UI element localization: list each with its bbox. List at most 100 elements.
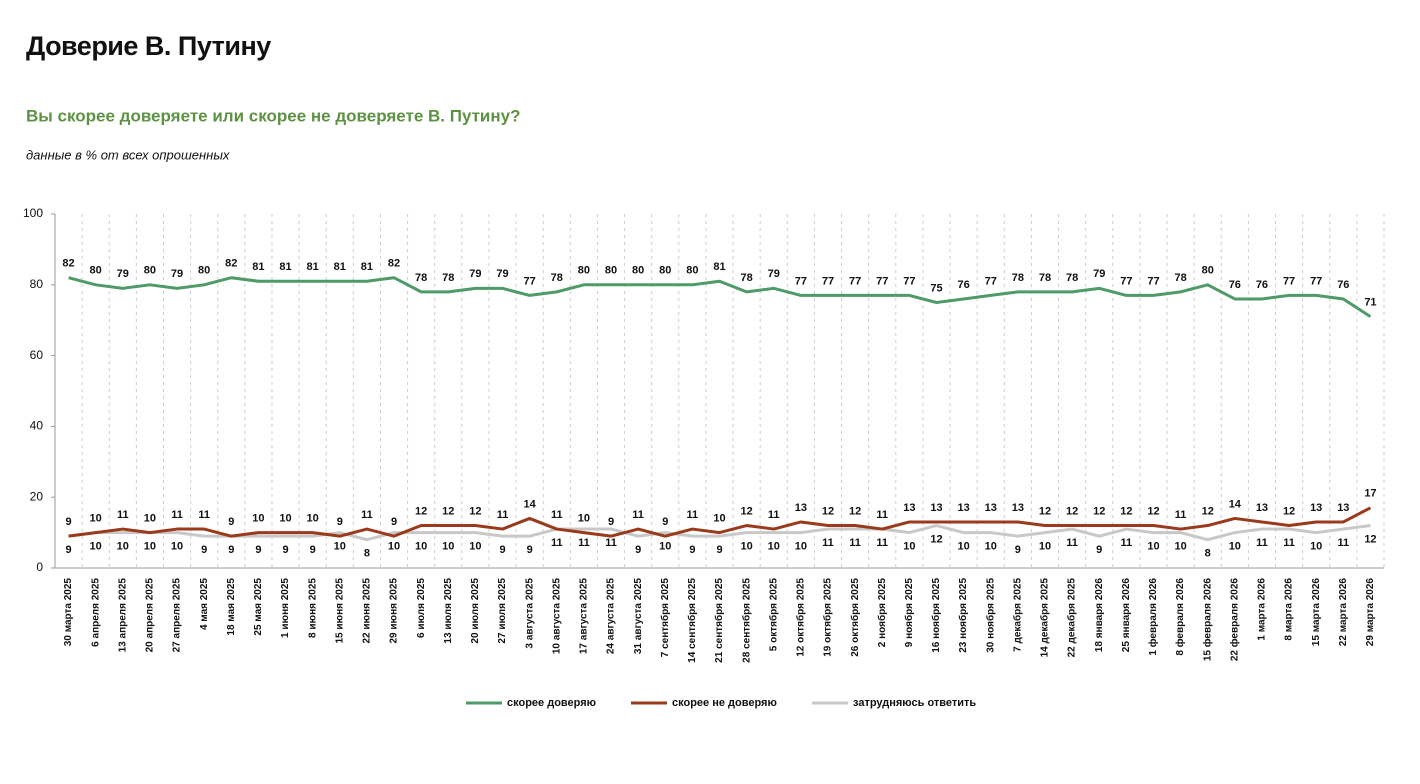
- data-label: 80: [198, 265, 210, 277]
- data-label: 9: [65, 544, 71, 556]
- x-tick-label: 25 января 2026: [1121, 578, 1132, 653]
- x-tick-label: 22 февраля 2026: [1228, 578, 1240, 662]
- data-label: 77: [1283, 275, 1295, 287]
- data-label: 9: [1015, 544, 1021, 556]
- data-label: 9: [228, 544, 234, 556]
- data-label: 79: [469, 268, 481, 280]
- y-tick-label: 40: [30, 419, 44, 433]
- data-label: 12: [849, 505, 861, 517]
- data-label: 9: [608, 516, 614, 528]
- data-label: 80: [90, 265, 102, 277]
- data-label: 80: [605, 265, 617, 277]
- data-label: 9: [527, 544, 533, 556]
- data-label: 76: [1256, 279, 1268, 291]
- y-tick-label: 100: [23, 206, 43, 220]
- data-label: 9: [1096, 544, 1102, 556]
- data-label: 77: [1147, 275, 1159, 287]
- x-tick-label: 4 мая 2025: [199, 578, 210, 630]
- data-label: 81: [334, 261, 346, 273]
- data-label: 10: [768, 541, 780, 553]
- data-label: 11: [361, 509, 373, 521]
- chart-title: Доверие В. Путину: [26, 31, 271, 61]
- data-label: 9: [662, 516, 668, 528]
- x-tick-label: 13 июля 2025: [443, 578, 454, 644]
- x-tick-label: 29 июня 2025: [389, 578, 400, 644]
- x-tick-label: 15 февраля 2026: [1201, 578, 1213, 662]
- data-label: 76: [1229, 279, 1241, 291]
- data-label: 14: [524, 498, 537, 510]
- data-label: 11: [1121, 537, 1133, 549]
- data-label: 12: [1202, 505, 1214, 517]
- data-label: 11: [876, 509, 888, 521]
- x-tick-label: 1 марта 2026: [1257, 578, 1268, 641]
- x-tick-label: 27 июля 2025: [497, 578, 508, 644]
- x-tick-label: 19 октября 2025: [822, 578, 834, 657]
- x-tick-label: 21 сентября 2025: [713, 578, 725, 663]
- chart-note: данные в % от всех опрошенных: [26, 147, 230, 162]
- series-line: [68, 506, 1372, 538]
- data-label: 10: [957, 541, 969, 553]
- x-tick-label: 20 июля 2025: [470, 578, 481, 644]
- x-tick-label: 6 июля 2025: [416, 578, 427, 638]
- data-label: 79: [1093, 268, 1105, 280]
- data-label: 79: [171, 268, 183, 280]
- data-label: 77: [822, 275, 834, 287]
- data-label: 76: [1337, 279, 1349, 291]
- data-label: 9: [635, 544, 641, 556]
- data-label: 78: [551, 272, 563, 284]
- data-label: 77: [903, 275, 915, 287]
- data-label: 12: [930, 533, 942, 545]
- data-label: 78: [1039, 272, 1051, 284]
- data-label: 11: [171, 509, 183, 521]
- data-label: 77: [876, 275, 888, 287]
- x-tick-label: 5 октября 2025: [767, 578, 779, 652]
- data-label: 9: [499, 544, 505, 556]
- data-label: 77: [1310, 275, 1322, 287]
- data-label: 10: [442, 541, 454, 553]
- data-label: 11: [849, 537, 861, 549]
- chart-subtitle: Вы скорее доверяете или скорее не доверя…: [26, 106, 521, 125]
- data-label: 12: [1364, 533, 1376, 545]
- data-label: 13: [957, 502, 969, 514]
- data-label: 12: [1039, 505, 1051, 517]
- x-tick-label: 26 октября 2025: [849, 578, 861, 657]
- data-label: 80: [632, 265, 644, 277]
- data-label: 82: [225, 258, 237, 270]
- data-label: 10: [144, 513, 156, 525]
- legend-label: скорее не доверяю: [672, 697, 777, 709]
- y-tick-label: 20: [30, 489, 44, 503]
- data-label: 11: [605, 537, 617, 549]
- data-label: 12: [1066, 505, 1078, 517]
- data-label: 80: [1202, 265, 1214, 277]
- data-label: 10: [659, 541, 671, 553]
- data-label: 10: [171, 541, 183, 553]
- x-tick-label: 8 июня 2025: [307, 578, 318, 638]
- data-label: 11: [632, 509, 644, 521]
- x-tick-label: 27 апреля 2025: [172, 578, 183, 653]
- data-label: 8: [1205, 548, 1211, 560]
- x-tick-label: 6 апреля 2025: [90, 578, 101, 647]
- data-label: 12: [1093, 505, 1105, 517]
- y-tick-label: 0: [36, 560, 43, 574]
- x-tick-label: 22 марта 2026: [1338, 578, 1349, 647]
- data-label: 9: [255, 544, 261, 556]
- data-label: 10: [578, 513, 590, 525]
- data-label: 11: [1066, 537, 1078, 549]
- x-tick-label: 7 сентября 2025: [659, 578, 671, 658]
- data-label: 11: [578, 537, 590, 549]
- data-label: 9: [310, 544, 316, 556]
- data-label: 80: [144, 265, 156, 277]
- data-label: 79: [496, 268, 508, 280]
- data-label: 13: [1256, 502, 1268, 514]
- data-label: 12: [442, 505, 454, 517]
- x-tick-label: 8 марта 2026: [1284, 578, 1295, 641]
- x-tick-label: 8 февраля 2026: [1174, 578, 1186, 656]
- data-label: 11: [1283, 537, 1295, 549]
- data-label: 13: [1012, 502, 1024, 514]
- data-label: 17: [1364, 488, 1376, 500]
- x-tick-label: 13 апреля 2025: [117, 578, 128, 653]
- data-label: 10: [307, 513, 319, 525]
- data-label: 10: [713, 513, 725, 525]
- data-label: 77: [795, 275, 807, 287]
- data-label: 10: [388, 541, 400, 553]
